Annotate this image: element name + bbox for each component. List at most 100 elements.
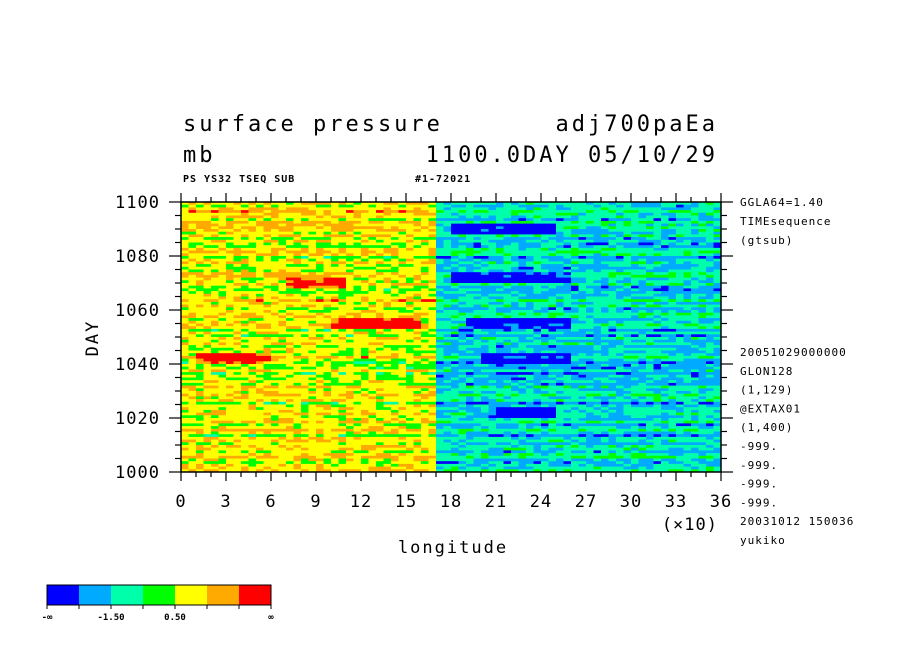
heatmap-cell: [458, 361, 467, 365]
heatmap-cell: [398, 299, 407, 303]
heatmap-cell: [481, 242, 489, 246]
heatmap-cell: [593, 210, 602, 214]
heatmap-cell: [421, 218, 429, 222]
heatmap-cell: [713, 380, 722, 384]
heatmap-cell: [293, 323, 302, 327]
heatmap-cell: [436, 315, 444, 319]
heatmap-cell: [218, 382, 227, 386]
heatmap-cell: [481, 345, 489, 349]
heatmap-cell: [361, 320, 369, 324]
heatmap-cell: [233, 256, 242, 260]
heatmap-cell: [278, 358, 287, 362]
heatmap-cell: [346, 296, 354, 300]
heatmap-cell: [676, 350, 684, 354]
heatmap-cell: [458, 277, 467, 281]
heatmap-cell: [338, 334, 347, 338]
heatmap-cell: [316, 283, 324, 287]
heatmap-cell: [631, 237, 639, 241]
heatmap-cell: [698, 277, 707, 281]
heatmap-cell: [586, 358, 594, 362]
heatmap-cell: [638, 218, 647, 222]
heatmap-cell: [601, 377, 609, 381]
heatmap-cell: [668, 377, 677, 381]
heatmap-cell: [241, 202, 249, 206]
heatmap-cell: [443, 234, 452, 238]
heatmap-cell: [248, 212, 257, 216]
heatmap-cell: [256, 212, 264, 216]
heatmap-cell: [691, 334, 699, 338]
heatmap-cell: [601, 207, 609, 211]
heatmap-cell: [526, 223, 534, 227]
heatmap-cell: [233, 361, 242, 365]
heatmap-cell: [578, 366, 587, 370]
heatmap-cell: [188, 301, 197, 305]
heatmap-cell: [323, 234, 332, 238]
heatmap-cell: [533, 366, 542, 370]
heatmap-cell: [196, 296, 204, 300]
heatmap-cell: [601, 328, 609, 332]
heatmap-cell: [698, 326, 707, 330]
heatmap-cell: [331, 347, 339, 351]
heatmap-cell: [428, 266, 437, 270]
heatmap-cell: [233, 323, 242, 327]
heatmap-cell: [391, 253, 399, 257]
heatmap-cell: [631, 318, 639, 322]
heatmap-cell: [458, 274, 467, 278]
heatmap-cell: [278, 347, 287, 351]
heatmap-cell: [271, 277, 279, 281]
heatmap-cell: [541, 339, 549, 343]
heatmap-cell: [188, 223, 197, 227]
heatmap-cell: [496, 326, 504, 330]
heatmap-cell: [511, 277, 519, 281]
heatmap-cell: [533, 350, 542, 354]
heatmap-cell: [398, 242, 407, 246]
heatmap-cell: [391, 245, 399, 249]
heatmap-cell: [413, 342, 422, 346]
heatmap-cell: [271, 215, 279, 219]
heatmap-cell: [466, 382, 474, 386]
heatmap-cell: [196, 207, 204, 211]
heatmap-cell: [346, 293, 354, 297]
heatmap-cell: [466, 372, 474, 376]
heatmap-cell: [421, 301, 429, 305]
heatmap-cell: [481, 323, 489, 327]
heatmap-cell: [653, 326, 662, 330]
heatmap-cell: [661, 291, 669, 295]
heatmap-cell: [346, 382, 354, 386]
heatmap-cell: [301, 229, 309, 233]
heatmap-cell: [473, 293, 482, 297]
heatmap-cell: [398, 229, 407, 233]
heatmap-cell: [256, 337, 264, 341]
heatmap-cell: [233, 280, 242, 284]
heatmap-cell: [526, 310, 534, 314]
heatmap-cell: [256, 350, 264, 354]
heatmap-cell: [646, 242, 654, 246]
heatmap-cell: [458, 299, 467, 303]
heatmap-cell: [338, 207, 347, 211]
heatmap-cell: [578, 334, 587, 338]
heatmap-cell: [548, 355, 557, 359]
heatmap-cell: [638, 212, 647, 216]
heatmap-cell: [211, 310, 219, 314]
heatmap-cell: [646, 293, 654, 297]
heatmap-cell: [293, 264, 302, 268]
heatmap-cell: [263, 307, 272, 311]
heatmap-cell: [481, 320, 489, 324]
heatmap-cell: [293, 366, 302, 370]
heatmap-cell: [676, 229, 684, 233]
heatmap-cell: [616, 280, 624, 284]
heatmap-cell: [503, 245, 512, 249]
heatmap-cell: [578, 288, 587, 292]
heatmap-cell: [646, 223, 654, 227]
heatmap-cell: [541, 382, 549, 386]
heatmap-cell: [361, 234, 369, 238]
heatmap-cell: [346, 388, 354, 392]
heatmap-cell: [301, 280, 309, 284]
heatmap-cell: [421, 342, 429, 346]
heatmap-cell: [248, 347, 257, 351]
heatmap-cell: [346, 283, 354, 287]
heatmap-cell: [541, 372, 549, 376]
heatmap-cell: [278, 304, 287, 308]
heatmap-cell: [653, 280, 662, 284]
heatmap-cell: [203, 355, 212, 359]
